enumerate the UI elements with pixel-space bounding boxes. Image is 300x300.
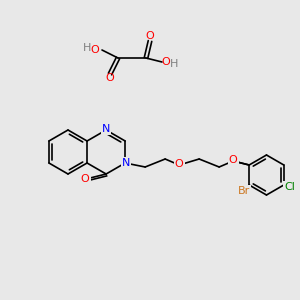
Text: Br: Br bbox=[238, 186, 250, 196]
Text: N: N bbox=[102, 124, 110, 134]
Text: Cl: Cl bbox=[284, 182, 295, 192]
Text: H: H bbox=[83, 43, 91, 53]
Text: O: O bbox=[106, 73, 114, 83]
Text: N: N bbox=[122, 158, 130, 168]
Text: O: O bbox=[91, 45, 99, 55]
Text: O: O bbox=[162, 57, 170, 67]
Text: O: O bbox=[146, 31, 154, 41]
Text: O: O bbox=[175, 159, 184, 169]
Text: O: O bbox=[229, 155, 238, 165]
Text: O: O bbox=[81, 174, 89, 184]
Text: H: H bbox=[170, 59, 178, 69]
